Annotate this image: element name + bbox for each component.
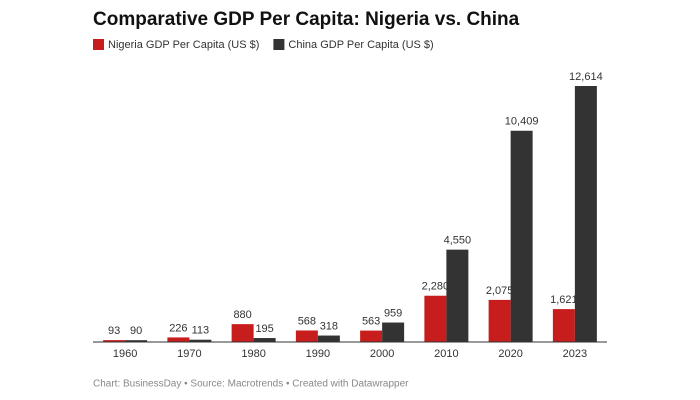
- value-label: 2,075: [486, 285, 514, 297]
- value-label: 959: [384, 307, 402, 319]
- x-tick-label: 1960: [113, 348, 137, 360]
- bar: [446, 249, 469, 342]
- bar: [488, 299, 511, 342]
- value-label: 318: [320, 320, 338, 332]
- bar: [167, 337, 190, 342]
- x-tick-label: 2020: [498, 348, 522, 360]
- value-label: 10,409: [505, 116, 539, 128]
- legend-label: Nigeria GDP Per Capita (US $): [108, 39, 259, 51]
- bar: [125, 340, 148, 342]
- bar: [295, 330, 318, 342]
- bar: [189, 339, 212, 342]
- value-label: 2,280: [422, 281, 450, 293]
- value-label: 93: [108, 325, 120, 337]
- value-label: 113: [192, 325, 210, 337]
- bar: [552, 309, 575, 342]
- bar: [574, 86, 597, 342]
- source: Chart: BusinessDay • Source: Macrotrends…: [93, 379, 409, 390]
- chart-title: Comparative GDP Per Capita: Nigeria vs. …: [93, 9, 520, 30]
- value-label: 568: [298, 315, 316, 327]
- value-label: 880: [233, 309, 251, 321]
- x-tick-label: 2010: [434, 348, 458, 360]
- x-tick-label: 1980: [241, 348, 265, 360]
- value-label: 12,614: [569, 71, 603, 83]
- legend-swatch: [93, 39, 104, 50]
- x-tick-label: 1970: [177, 348, 201, 360]
- x-tick-label: 1990: [306, 348, 330, 360]
- value-label: 1,621: [550, 294, 578, 306]
- value-label: 563: [362, 315, 380, 327]
- value-label: 90: [130, 325, 142, 337]
- legend-label: China GDP Per Capita (US $): [288, 39, 433, 51]
- value-label: 4,550: [444, 235, 472, 247]
- bar: [231, 324, 254, 342]
- bar: [317, 335, 340, 342]
- x-tick-label: 2023: [563, 348, 587, 360]
- bar: [253, 338, 276, 342]
- x-tick-label: 2000: [370, 348, 394, 360]
- value-label: 195: [255, 323, 273, 335]
- bar: [103, 340, 126, 342]
- bar: [360, 330, 383, 342]
- bar: [382, 322, 405, 342]
- legend-swatch: [273, 39, 285, 50]
- bar: [510, 130, 533, 342]
- bar: [424, 295, 447, 342]
- value-label: 226: [169, 322, 187, 334]
